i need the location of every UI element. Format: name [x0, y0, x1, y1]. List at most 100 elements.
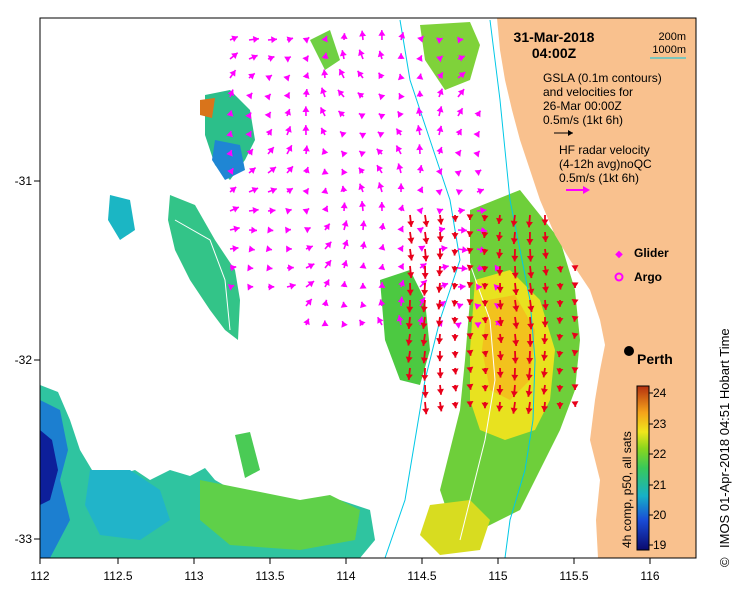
gsla-arrow [305, 280, 315, 288]
gsla-arrow [378, 30, 386, 41]
x-tick-label: 113.5 [255, 569, 284, 583]
gsla-arrow [457, 226, 467, 234]
hf-arrow [451, 350, 459, 358]
gsla-arrow [302, 145, 310, 155]
hf-arrow [571, 384, 579, 391]
gsla-arrow [302, 106, 310, 117]
gsla-legend-line1: GSLA (0.1m contours) [543, 71, 662, 85]
gsla-arrow [302, 207, 310, 215]
gsla-arrow [455, 189, 463, 196]
hf-arrow [527, 299, 535, 312]
hf-arrow [527, 282, 535, 295]
hf-arrow [556, 333, 564, 341]
gsla-arrow [229, 245, 239, 253]
gsla-arrow [378, 299, 386, 307]
gsla-arrow [418, 245, 426, 252]
argo-label: Argo [634, 270, 662, 284]
gsla-arrow [419, 297, 426, 307]
gsla-arrow [397, 263, 405, 271]
gsla-arrow [359, 262, 367, 269]
gsla-arrow [476, 207, 487, 215]
gsla-arrow [378, 112, 386, 120]
gsla-arrow [340, 33, 348, 41]
hf-arrow [420, 316, 428, 329]
hf-arrow [542, 282, 549, 293]
hf-arrow [496, 231, 503, 242]
gsla-arrow [246, 148, 254, 156]
hf-arrow [466, 299, 474, 305]
gsla-arrow [302, 125, 310, 136]
hf-arrow [571, 282, 579, 289]
gsla-arrow [303, 318, 310, 326]
gsla-arrow [267, 226, 274, 234]
hf-arrow [527, 316, 535, 330]
hf-arrow [510, 214, 518, 227]
x-axis: 112 112.5 113 113.5 114 114.5 115 115.5 … [30, 558, 660, 583]
gsla-arrow [286, 282, 296, 290]
gsla-arrow [377, 131, 385, 139]
gsla-arrow [376, 316, 384, 326]
gsla-arrow [358, 183, 366, 193]
gsla-arrow [378, 263, 386, 271]
gsla-arrow [247, 283, 254, 291]
isobath-1000-label: 1000m [652, 44, 686, 56]
gsla-arrow [339, 130, 347, 138]
gsla-arrow [321, 168, 329, 175]
colorbar-tick: 21 [653, 478, 667, 492]
gsla-arrow [324, 241, 332, 250]
hf-arrow [540, 384, 548, 395]
gsla-arrow [338, 68, 346, 79]
hf-arrow [496, 367, 504, 378]
x-tick-label: 112 [30, 569, 49, 583]
hf-arrow [511, 367, 519, 381]
x-tick-label: 114 [336, 569, 355, 583]
gsla-arrow [417, 35, 425, 43]
gsla-arrow [359, 282, 367, 289]
hf-arrow [421, 265, 429, 279]
hf-arrow [526, 350, 534, 364]
hf-arrow [466, 264, 474, 271]
hf-arrow [466, 333, 474, 339]
hf-legend-line2: (4-12h avg)noQC [559, 157, 652, 171]
gsla-arrow [267, 36, 277, 44]
gsla-arrow [267, 207, 276, 215]
gsla-arrow [286, 144, 293, 155]
hf-arrow [422, 401, 430, 415]
hf-arrow [526, 248, 534, 262]
gsla-arrow [320, 127, 328, 136]
x-tick-label: 116 [640, 569, 659, 583]
gsla-arrow [341, 320, 348, 328]
sst-field [40, 22, 580, 558]
gsla-arrow [457, 264, 468, 272]
hf-arrow [526, 333, 534, 347]
gsla-arrow [246, 92, 253, 100]
gsla-arrow [397, 110, 404, 118]
hf-arrow [406, 282, 414, 296]
gsla-legend-scale: 0.5m/s (1kt 6h) [543, 113, 623, 127]
hf-arrow [405, 316, 413, 330]
hf-arrow [571, 401, 579, 407]
gsla-arrow [229, 69, 237, 79]
hf-arrow [541, 401, 549, 412]
hf-arrow [496, 401, 504, 412]
gsla-arrow [248, 167, 257, 174]
gsla-arrow [305, 298, 313, 307]
gsla-arrow [342, 239, 349, 250]
hf-arrow [512, 282, 520, 296]
hf-arrow [422, 248, 430, 262]
hf-arrow [496, 384, 504, 395]
hf-arrow [407, 265, 415, 279]
gsla-arrow [305, 245, 314, 252]
gsla-arrow [360, 301, 367, 309]
gsla-arrow [302, 55, 310, 63]
gsla-arrow [302, 72, 310, 80]
hf-arrow [407, 214, 415, 227]
hf-arrow [436, 282, 443, 293]
hf-arrow [481, 299, 489, 307]
hf-arrow [422, 231, 430, 244]
gsla-arrow [416, 55, 423, 62]
isobath-200m [489, 19, 536, 558]
gsla-arrow [319, 107, 327, 117]
hf-arrow [556, 401, 564, 409]
gsla-arrow [285, 207, 292, 215]
